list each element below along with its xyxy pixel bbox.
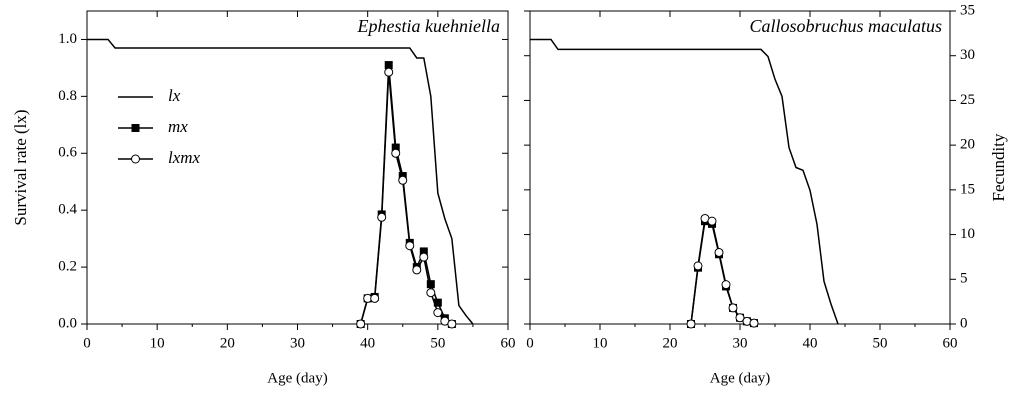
x-tick-label: 30 [290, 335, 305, 351]
marker [693, 261, 703, 271]
marker [714, 247, 724, 257]
y-axis-label: Survival rate (lx) [11, 109, 30, 225]
marker [398, 175, 408, 185]
y2-tick-label: 20 [960, 137, 975, 153]
x-tick-label: 0 [83, 335, 91, 351]
y-tick-label: 0.6 [58, 145, 77, 161]
x-axis-label: Age (day) [710, 370, 770, 386]
x-tick-label: 50 [873, 335, 888, 351]
marker [433, 298, 442, 307]
y2-tick-label: 25 [960, 92, 975, 108]
x-tick-label: 50 [430, 335, 445, 351]
y2-tick-label: 0 [960, 315, 968, 331]
x-tick-label: 10 [593, 335, 608, 351]
marker [433, 308, 443, 318]
marker [735, 313, 745, 323]
x-tick-label: 30 [733, 335, 748, 351]
marker [384, 61, 393, 70]
y2-tick-label: 10 [960, 226, 975, 242]
x-tick-label: 20 [663, 335, 678, 351]
y-tick-label: 0.8 [58, 88, 77, 104]
series-line [530, 38, 839, 325]
legend-label: lxmx [168, 148, 201, 167]
series-line [359, 72, 453, 325]
x-tick-label: 20 [220, 335, 235, 351]
y2-tick-label: 5 [960, 271, 968, 287]
x-tick-label: 60 [501, 335, 516, 351]
y2-axis-label: Fecundity [989, 133, 1008, 201]
x-tick-label: 60 [943, 335, 958, 351]
x-tick-label: 40 [803, 335, 818, 351]
series-line [690, 220, 755, 325]
y2-tick-label: 30 [960, 47, 975, 63]
y2-tick-label: 15 [960, 181, 975, 197]
marker [721, 280, 731, 290]
x-tick-label: 0 [526, 335, 534, 351]
marker [447, 319, 457, 329]
marker [686, 319, 696, 329]
y-tick-label: 0.0 [58, 315, 77, 331]
marker [728, 303, 738, 313]
marker [370, 293, 380, 303]
x-axis-label: Age (day) [267, 370, 327, 386]
marker [131, 154, 140, 164]
series-line [87, 38, 474, 325]
marker [419, 252, 429, 262]
panel-title: Ephestia kuehniella [357, 16, 500, 36]
x-tick-label: 40 [360, 335, 375, 351]
marker [377, 212, 387, 222]
marker [426, 280, 435, 289]
x-tick-label: 10 [150, 335, 165, 351]
legend-label: mx [168, 117, 188, 136]
y-tick-label: 0.2 [58, 259, 77, 275]
legend-label: lx [168, 86, 181, 105]
marker [426, 288, 436, 298]
marker [749, 318, 759, 328]
marker [412, 265, 422, 275]
y2-tick-label: 35 [960, 2, 975, 18]
marker [391, 148, 401, 158]
marker [384, 67, 394, 77]
y-tick-label: 0.4 [58, 202, 77, 218]
marker [131, 124, 140, 132]
marker [419, 247, 428, 256]
y-tick-label: 1.0 [58, 31, 77, 47]
marker [356, 319, 366, 329]
marker [707, 216, 717, 226]
marker [405, 241, 415, 251]
plot-frame [529, 10, 951, 325]
plot-frame [86, 10, 509, 325]
panel-title: Callosobruchus maculatus [749, 16, 942, 36]
